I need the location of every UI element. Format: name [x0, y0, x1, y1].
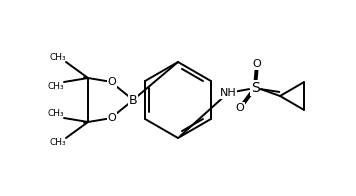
Text: O: O: [253, 59, 261, 69]
Text: CH₃: CH₃: [47, 82, 64, 91]
Text: CH₃: CH₃: [47, 109, 64, 118]
Text: NH: NH: [220, 88, 236, 98]
Text: CH₃: CH₃: [49, 53, 66, 62]
Text: B: B: [129, 93, 137, 106]
Text: O: O: [108, 77, 116, 87]
Text: O: O: [108, 113, 116, 123]
Text: CH₃: CH₃: [49, 138, 66, 147]
Text: O: O: [236, 103, 244, 113]
Text: S: S: [251, 81, 260, 95]
